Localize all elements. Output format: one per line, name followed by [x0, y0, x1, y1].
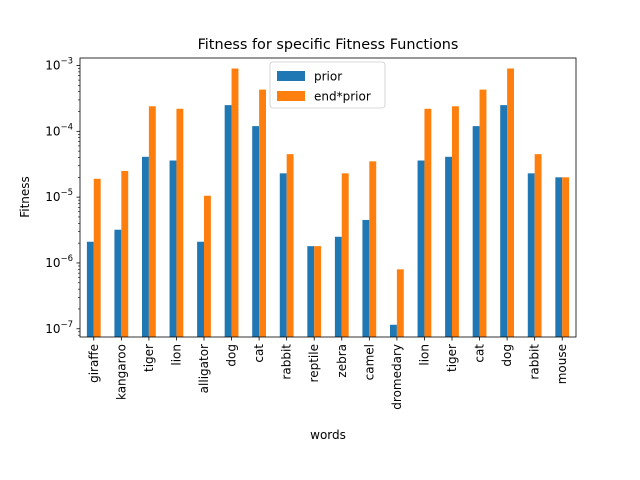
- bar-prior-5: [224, 105, 232, 337]
- bar-end-prior-0: [93, 178, 101, 337]
- bar-end-prior-5: [231, 68, 239, 337]
- chart-title: Fitness for specific Fitness Functions: [198, 37, 459, 53]
- bar-prior-17: [555, 177, 563, 337]
- bar-prior-16: [527, 173, 535, 337]
- y-tick-label: 10−7: [45, 320, 73, 336]
- bar-prior-7: [279, 173, 287, 337]
- bar-end-prior-3: [176, 108, 184, 337]
- bar-end-prior-4: [204, 195, 211, 337]
- y-axis-label: Fitness: [18, 176, 32, 218]
- x-tick-label: alligator: [197, 344, 211, 393]
- x-tick-label: giraffe: [87, 344, 101, 383]
- x-tick-label: tiger: [142, 344, 156, 372]
- x-tick-label: lion: [417, 344, 431, 366]
- x-tick-label: zebra: [335, 344, 349, 378]
- bar-end-prior-10: [369, 161, 377, 337]
- legend-swatch-end-prior: [277, 91, 305, 101]
- bars-group: [86, 68, 570, 338]
- x-tick-label: dromedary: [390, 344, 404, 410]
- bar-prior-4: [197, 241, 204, 337]
- x-tick-label: dog: [500, 344, 514, 367]
- bar-prior-11: [390, 324, 397, 337]
- bar-end-prior-14: [479, 89, 487, 338]
- bar-end-prior-7: [286, 154, 294, 337]
- bar-end-prior-8: [314, 246, 322, 337]
- x-tick-label: tiger: [445, 344, 459, 372]
- bar-end-prior-16: [534, 154, 542, 337]
- bar-prior-15: [500, 105, 508, 337]
- bar-end-prior-1: [121, 170, 129, 337]
- bar-end-prior-2: [148, 106, 156, 337]
- x-tick-label: reptile: [307, 344, 321, 382]
- bar-prior-12: [417, 160, 425, 337]
- bar-prior-13: [445, 156, 452, 337]
- bar-end-prior-9: [341, 173, 349, 337]
- y-tick-label: 10−4: [45, 122, 73, 138]
- bar-prior-8: [307, 246, 315, 337]
- bar-end-prior-15: [507, 68, 514, 337]
- x-tick-label: rabbit: [528, 344, 542, 380]
- x-tick-label: kangaroo: [114, 344, 128, 400]
- bar-end-prior-12: [424, 108, 432, 337]
- y-tick-label: 10−3: [45, 57, 73, 73]
- bar-prior-3: [169, 160, 177, 337]
- legend-label-end-prior: end*prior: [314, 90, 371, 104]
- bar-prior-0: [86, 241, 94, 337]
- x-tick-label: lion: [169, 344, 183, 366]
- bar-end-prior-17: [562, 177, 570, 337]
- x-tick-label: mouse: [555, 344, 569, 384]
- legend: prior end*prior: [269, 61, 386, 109]
- x-tick-label: dog: [225, 344, 239, 367]
- x-axis-label: words: [310, 428, 346, 442]
- bar-prior-10: [362, 219, 370, 337]
- x-axis: giraffe kangaroo tiger lion alligator dog cat r…: [87, 337, 569, 410]
- plot-frame: [79, 57, 577, 338]
- x-tick-label: rabbit: [280, 344, 294, 380]
- legend-swatch-prior: [277, 71, 305, 81]
- legend-label-prior: prior: [314, 70, 342, 84]
- y-tick-label: 10−6: [45, 254, 73, 270]
- x-tick-label: cat: [252, 344, 266, 363]
- bar-end-prior-13: [452, 106, 459, 337]
- bar-end-prior-11: [396, 269, 404, 337]
- bar-prior-14: [472, 126, 480, 337]
- x-tick-label: camel: [362, 344, 376, 380]
- bar-prior-9: [334, 236, 342, 337]
- bar-end-prior-6: [259, 89, 266, 338]
- bar-prior-1: [114, 229, 122, 337]
- x-tick-label: cat: [473, 344, 487, 363]
- y-tick-label: 10−5: [45, 188, 73, 204]
- bar-prior-6: [252, 126, 260, 337]
- bar-prior-2: [142, 156, 149, 337]
